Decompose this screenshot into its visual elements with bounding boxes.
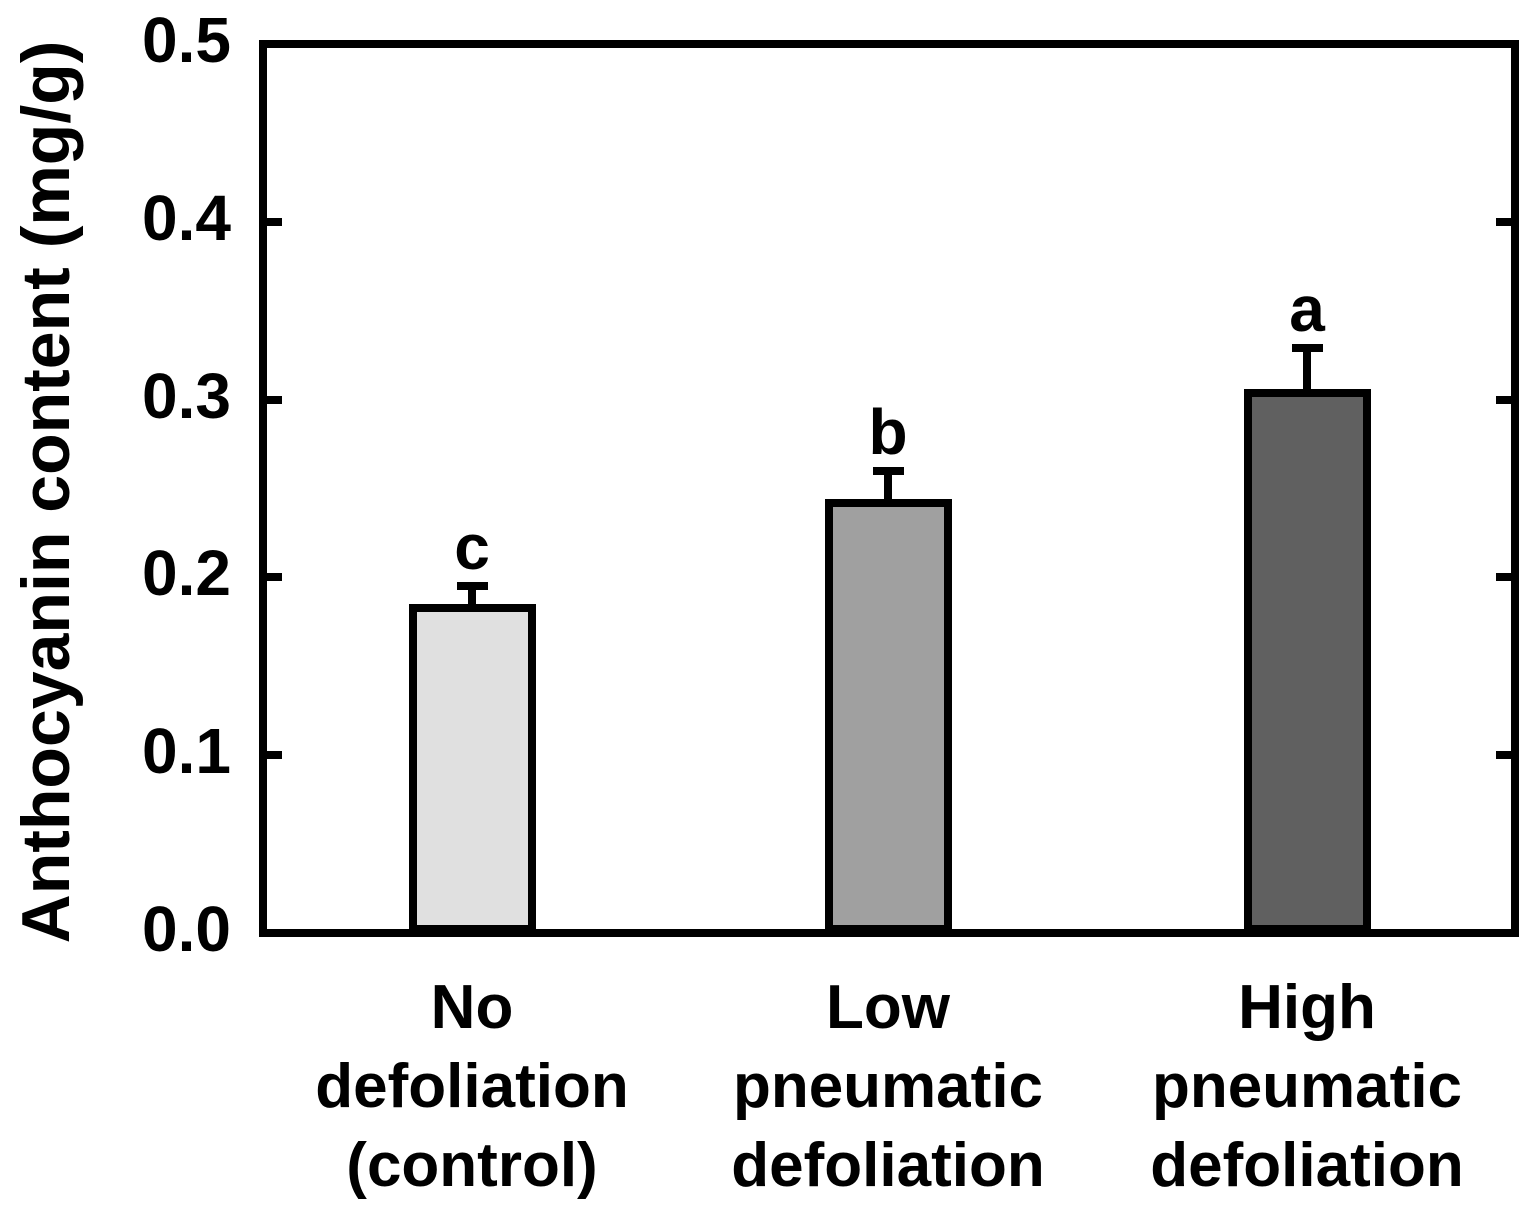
y-axis-tick-label: 0.5 <box>142 4 231 76</box>
significance-letter: c <box>454 511 490 584</box>
error-bar-line <box>468 586 476 605</box>
plot-inner-area: c b a <box>267 48 1511 933</box>
y-axis-tick-right <box>1496 395 1511 404</box>
bar-c <box>408 604 536 933</box>
bar-b <box>824 499 952 933</box>
significance-letter: a <box>1289 273 1325 346</box>
y-axis-tick-label: 0.4 <box>142 181 231 254</box>
y-axis-tick-left <box>267 751 282 760</box>
x-axis-category-label: High pneumatic defoliation <box>1150 973 1464 1200</box>
error-bar-cap <box>456 582 488 591</box>
significance-letter: b <box>868 395 908 468</box>
y-axis-tick-left <box>267 395 282 404</box>
error-bar-cap <box>1291 344 1323 353</box>
y-axis-tick-label: 0.3 <box>142 359 231 432</box>
x-axis-category-label: Low pneumatic defoliation <box>731 973 1045 1200</box>
y-axis-tick-label: 0.0 <box>142 893 231 965</box>
error-bar-line <box>1303 348 1311 389</box>
y-axis-tick-label: 0.1 <box>142 715 231 788</box>
x-axis-category-label: No defoliation (control) <box>315 973 629 1200</box>
y-axis-tick-right <box>1496 217 1511 226</box>
error-bar-cap <box>872 466 904 475</box>
y-axis-tick-left <box>267 217 282 226</box>
bar-a <box>1243 388 1371 933</box>
y-axis-tick-label: 0.2 <box>142 537 231 610</box>
error-bar-line <box>884 470 892 500</box>
plot-area: c b a <box>259 40 1519 937</box>
y-axis-tick-right <box>1496 573 1511 582</box>
y-axis-tick-left <box>267 573 282 582</box>
y-axis-tick-right <box>1496 751 1511 760</box>
